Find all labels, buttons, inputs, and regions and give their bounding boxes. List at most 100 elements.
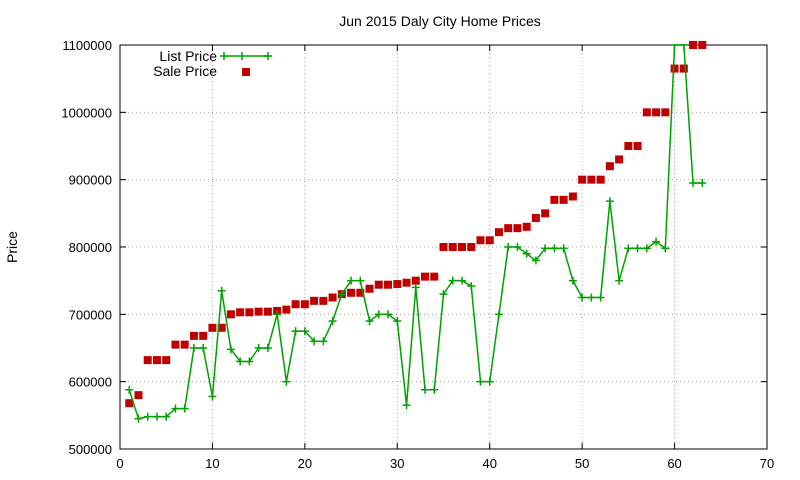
list-price-point: [531, 256, 540, 265]
list-price-point: [208, 392, 217, 401]
chart-title: Jun 2015 Daly City Home Prices: [339, 13, 541, 29]
list-price-point: [236, 357, 245, 366]
list-price-point: [652, 237, 661, 246]
sale-price-point: [402, 278, 411, 287]
sale-price-point: [411, 276, 420, 285]
sale-price-point: [559, 195, 568, 204]
list-price-point: [439, 290, 448, 299]
sale-price-point: [365, 284, 374, 293]
list-price-point: [180, 404, 189, 413]
list-price-point: [670, 44, 679, 49]
sale-price-point: [226, 310, 235, 319]
sale-price-point: [328, 293, 337, 302]
list-price-point: [226, 345, 235, 354]
sale-price-point: [282, 305, 291, 314]
sale-price-point: [448, 243, 457, 251]
list-price-point: [143, 412, 152, 421]
list-price-point: [263, 344, 272, 352]
sale-price-point: [125, 399, 134, 408]
sale-price-point: [319, 296, 328, 305]
x-tick-label: 10: [205, 456, 219, 471]
legend-sale-price-swatch: [242, 68, 250, 76]
sale-price-point: [134, 391, 143, 400]
sale-price-point: [347, 288, 356, 297]
y-tick-label: 1100000: [62, 38, 112, 53]
y-tick-label: 800000: [69, 240, 112, 255]
list-price-point: [217, 286, 226, 295]
list-price-point: [162, 412, 171, 421]
sale-price-point: [467, 243, 476, 251]
sale-price-point: [236, 308, 245, 317]
sale-price-point: [550, 195, 559, 204]
x-tick-label: 50: [575, 456, 589, 471]
list-price-point: [642, 244, 651, 253]
list-price-point: [522, 249, 531, 258]
list-price-point: [448, 276, 457, 285]
list-price-point: [189, 344, 198, 352]
list-price-point: [328, 317, 337, 326]
sale-price-point: [374, 280, 383, 289]
sale-price-point: [189, 331, 198, 340]
sale-price-point: [393, 280, 402, 289]
list-price-point: [430, 385, 439, 394]
list-price-point: [291, 327, 300, 336]
list-price-point: [310, 337, 319, 346]
list-price-point: [513, 243, 522, 251]
sale-price-point: [494, 228, 503, 237]
list-price-point: [347, 276, 356, 285]
list-price-point: [596, 293, 605, 302]
list-price-point: [421, 385, 430, 394]
list-price-point: [550, 244, 559, 253]
sale-price-point: [439, 243, 448, 251]
list-price-point: [624, 244, 633, 253]
sale-price-point: [199, 331, 208, 340]
list-price-point: [199, 344, 208, 352]
sale-price-point: [263, 307, 272, 316]
list-price-point: [125, 385, 134, 394]
sale-price-point: [578, 175, 587, 184]
x-tick-label: 40: [482, 456, 496, 471]
list-price-point: [559, 244, 568, 253]
legend: List Price Sale Price: [153, 48, 272, 79]
list-price-point: [319, 337, 328, 346]
x-tick-label: 0: [116, 456, 123, 471]
sale-price-point: [642, 108, 651, 117]
list-price-point: [457, 276, 466, 285]
sale-price-point: [421, 272, 430, 281]
sale-price-point: [457, 243, 466, 251]
sale-price-point: [596, 175, 605, 184]
sale-price-point: [541, 209, 550, 218]
sale-price-point: [291, 300, 300, 309]
sale-price-point: [162, 356, 171, 365]
list-price-point: [254, 344, 263, 352]
list-price-point: [504, 243, 513, 251]
sale-price-point: [679, 64, 688, 73]
x-tick-label: 70: [760, 456, 774, 471]
sale-price-point: [587, 175, 596, 184]
list-price-point: [541, 244, 550, 253]
list-price-point: [171, 404, 180, 413]
list-price-point: [282, 377, 291, 386]
list-price-point: [679, 44, 688, 49]
list-price-point: [494, 310, 503, 319]
sale-price-point: [605, 162, 614, 171]
y-tick-label: 700000: [69, 307, 112, 322]
series-layer: [125, 41, 707, 423]
sale-price-point: [522, 222, 531, 231]
list-price-point: [485, 377, 494, 386]
legend-sale-price-label: Sale Price: [153, 63, 217, 79]
sale-price-point: [208, 323, 217, 332]
x-tick-label: 60: [667, 456, 681, 471]
list-price-point: [384, 310, 393, 319]
sale-price-point: [310, 296, 319, 305]
sale-price-point: [300, 300, 309, 309]
list-price-point: [134, 414, 143, 423]
list-price-point: [605, 197, 614, 206]
list-price-point: [568, 276, 577, 285]
list-price-point: [374, 310, 383, 319]
sale-price-point: [384, 280, 393, 289]
sale-price-point: [430, 272, 439, 281]
sale-price-point: [504, 224, 513, 233]
sale-price-point: [513, 224, 522, 233]
